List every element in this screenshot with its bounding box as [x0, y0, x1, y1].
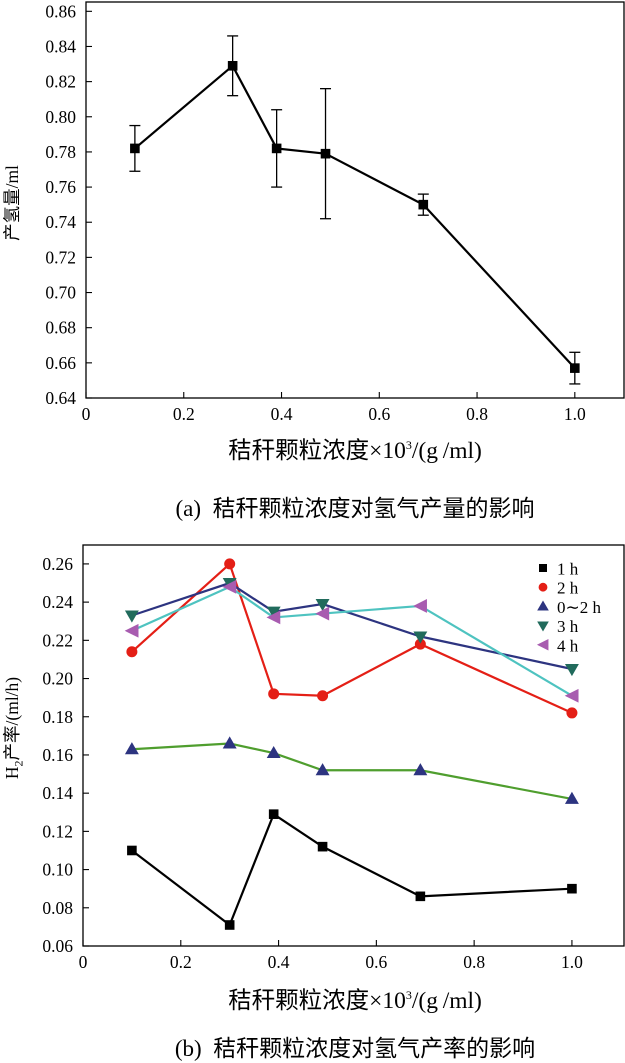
svg-text:0∼2 h: 0∼2 h	[557, 598, 601, 617]
svg-text:0.06: 0.06	[42, 936, 73, 956]
svg-text:1.0: 1.0	[561, 952, 583, 972]
svg-text:0: 0	[79, 952, 88, 972]
svg-text:0.2: 0.2	[170, 952, 192, 972]
svg-text:0.8: 0.8	[466, 404, 488, 424]
svg-text:0.86: 0.86	[45, 1, 76, 21]
svg-text:0.4: 0.4	[271, 404, 293, 424]
svg-text:0.72: 0.72	[45, 247, 76, 267]
svg-text:0.14: 0.14	[42, 783, 73, 803]
svg-text:0.76: 0.76	[45, 177, 76, 197]
svg-text:0.74: 0.74	[45, 212, 76, 232]
svg-text:0.12: 0.12	[42, 821, 73, 841]
svg-text:0.20: 0.20	[42, 669, 73, 689]
svg-text:0.78: 0.78	[45, 142, 76, 162]
svg-text:0.70: 0.70	[45, 283, 76, 303]
svg-text:0.26: 0.26	[42, 554, 73, 574]
svg-text:0.4: 0.4	[268, 952, 290, 972]
svg-text:4 h: 4 h	[557, 636, 579, 655]
svg-text:0.66: 0.66	[45, 353, 76, 373]
svg-text:0.82: 0.82	[45, 72, 76, 92]
svg-text:0.24: 0.24	[42, 592, 73, 612]
svg-text:0.64: 0.64	[45, 388, 76, 408]
svg-text:0.68: 0.68	[45, 318, 76, 338]
svg-text:1.0: 1.0	[564, 404, 586, 424]
svg-text:2 h: 2 h	[557, 579, 579, 598]
svg-text:0: 0	[82, 404, 91, 424]
svg-text:0.8: 0.8	[463, 952, 485, 972]
svg-text:0.6: 0.6	[365, 952, 387, 972]
svg-text:0.10: 0.10	[42, 860, 73, 880]
svg-text:3 h: 3 h	[557, 617, 579, 636]
svg-text:0.84: 0.84	[45, 36, 76, 56]
svg-text:0.2: 0.2	[173, 404, 195, 424]
svg-text:0.6: 0.6	[368, 404, 390, 424]
svg-text:1 h: 1 h	[557, 560, 579, 579]
svg-text:0.16: 0.16	[42, 745, 73, 765]
svg-text:0.22: 0.22	[42, 630, 73, 650]
svg-text:0.80: 0.80	[45, 107, 76, 127]
svg-text:0.18: 0.18	[42, 707, 73, 727]
svg-text:0.08: 0.08	[42, 898, 73, 918]
